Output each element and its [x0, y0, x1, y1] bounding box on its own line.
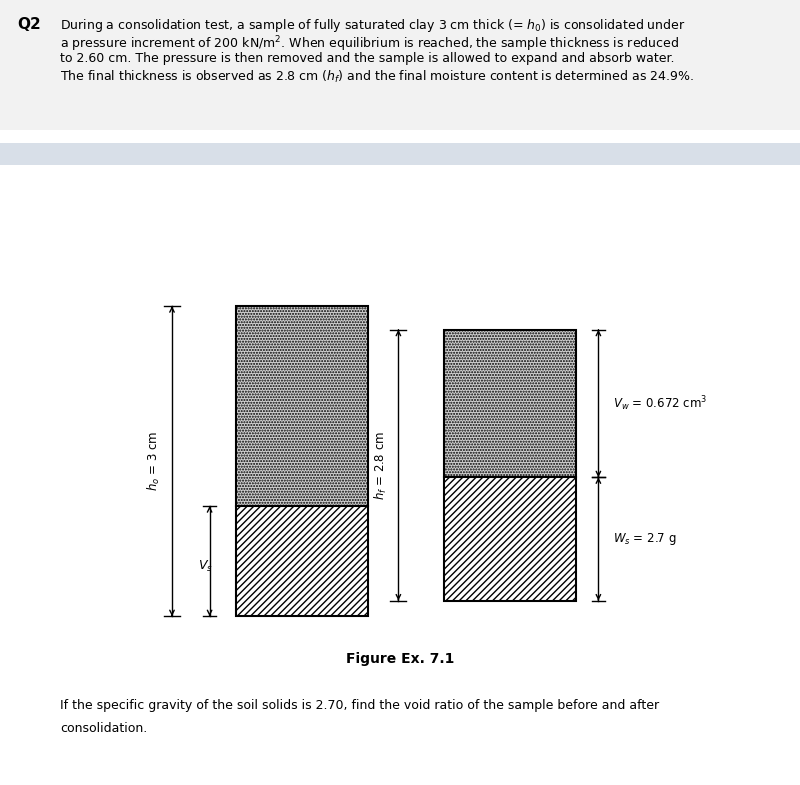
Bar: [0, 143, 800, 165]
Text: to 2.60 cm. The pressure is then removed and the sample is allowed to expand and: to 2.60 cm. The pressure is then removed…: [60, 52, 674, 65]
Text: $V_w$ = 0.672 cm$^3$: $V_w$ = 0.672 cm$^3$: [613, 394, 707, 413]
Text: Q2: Q2: [18, 17, 42, 32]
Text: $h_f$ = 2.8 cm: $h_f$ = 2.8 cm: [373, 431, 389, 499]
Text: a pressure increment of 200 kN/m$^2$. When equilibrium is reached, the sample th: a pressure increment of 200 kN/m$^2$. Wh…: [60, 35, 679, 54]
Bar: [444, 477, 576, 601]
Bar: [236, 306, 368, 506]
Bar: [444, 330, 576, 477]
Text: $W_s$ = 2.7 g: $W_s$ = 2.7 g: [613, 531, 676, 547]
Bar: [236, 506, 368, 616]
Bar: [0, 0, 800, 130]
Text: Figure Ex. 7.1: Figure Ex. 7.1: [346, 652, 454, 666]
Text: The final thickness is observed as 2.8 cm ($h_f$) and the final moisture content: The final thickness is observed as 2.8 c…: [60, 69, 694, 86]
Text: consolidation.: consolidation.: [60, 722, 147, 736]
Text: $V_s$: $V_s$: [198, 559, 213, 575]
Text: $h_o$ = 3 cm: $h_o$ = 3 cm: [146, 431, 162, 491]
Text: If the specific gravity of the soil solids is 2.70, find the void ratio of the s: If the specific gravity of the soil soli…: [60, 699, 659, 712]
Text: During a consolidation test, a sample of fully saturated clay 3 cm thick (= $h_0: During a consolidation test, a sample of…: [60, 17, 686, 35]
